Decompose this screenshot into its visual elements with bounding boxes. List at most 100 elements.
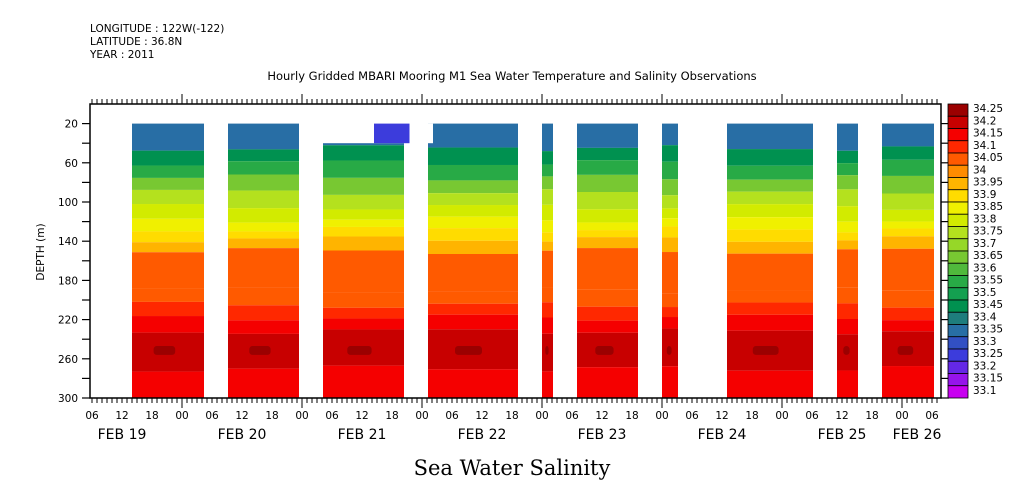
- salinity-band: [577, 230, 638, 238]
- salinity-band: [662, 293, 678, 308]
- salinity-band: [323, 160, 404, 178]
- salinity-band: [837, 240, 858, 250]
- longitude-label: LONGITUDE : 122W(-122): [90, 23, 225, 35]
- colorbar-swatch: [947, 115, 969, 129]
- salinity-band: [132, 165, 204, 178]
- salinity-band: [837, 175, 858, 190]
- colorbar-swatch: [947, 189, 969, 203]
- salinity-core: [153, 346, 176, 355]
- salinity-band: [542, 189, 553, 205]
- salinity-core: [249, 346, 271, 355]
- colorbar-label: 33.8: [973, 213, 996, 225]
- salinity-band: [577, 123, 638, 148]
- x-hour-label: 00: [295, 410, 308, 422]
- salinity-band: [882, 221, 934, 229]
- salinity-band: [577, 306, 638, 321]
- x-hour-label: 06: [445, 410, 459, 422]
- x-hour-label: 00: [535, 410, 548, 422]
- salinity-band: [837, 318, 858, 335]
- salinity-band: [542, 317, 553, 334]
- salinity-band: [577, 237, 638, 249]
- salinity-band: [882, 290, 934, 308]
- salinity-core: [666, 346, 672, 355]
- salinity-band: [662, 218, 678, 227]
- observation-block: [577, 123, 638, 398]
- observation-block: [837, 123, 858, 398]
- salinity-band: [662, 366, 678, 398]
- x-hour-label: 12: [115, 410, 128, 422]
- salinity-band: [428, 228, 518, 241]
- salinity-band: [662, 179, 678, 196]
- salinity-band: [228, 305, 299, 321]
- x-hour-label: 18: [265, 410, 278, 422]
- y-axis: 20 60 100 140 180 220 260 300: [58, 119, 949, 405]
- gap: [428, 123, 433, 144]
- colorbar-swatch: [947, 164, 969, 178]
- salinity-band: [577, 147, 638, 161]
- salinity-band: [542, 232, 553, 242]
- colorbar-label: 34.1: [973, 140, 996, 152]
- colorbar-label: 33.25: [973, 348, 1003, 360]
- salinity-band: [577, 160, 638, 175]
- colorbar-label: 34.05: [973, 152, 1003, 164]
- salinity-band: [837, 287, 858, 304]
- salinity-band: [882, 175, 934, 194]
- salinity-band: [132, 204, 204, 219]
- salinity-band: [662, 237, 678, 253]
- salinity-band: [228, 287, 299, 306]
- colorbar-swatch: [947, 336, 969, 350]
- salinity-band: [428, 369, 518, 398]
- salinity-band: [577, 222, 638, 231]
- y-axis-label: DEPTH (m): [35, 223, 47, 280]
- salinity-band: [132, 316, 204, 333]
- colorbar-swatch: [947, 226, 969, 240]
- x-hour-label: 12: [475, 410, 488, 422]
- salinity-band: [662, 226, 678, 238]
- salinity-band: [882, 159, 934, 176]
- salinity-band: [428, 303, 518, 315]
- salinity-band: [228, 161, 299, 175]
- salinity-band: [323, 194, 404, 210]
- salinity-band: [837, 123, 858, 151]
- salinity-band: [577, 174, 638, 193]
- salinity-band: [727, 302, 813, 315]
- colorbar-label: 34.2: [973, 115, 996, 127]
- salinity-band: [428, 240, 518, 254]
- latitude-label: LATITUDE : 36.8N: [90, 36, 183, 48]
- y-tick-label: 140: [58, 236, 78, 248]
- colorbar-swatch: [947, 299, 969, 313]
- observation-block: [132, 123, 204, 398]
- x-date-label: FEB 21: [338, 427, 387, 443]
- salinity-band: [837, 232, 858, 241]
- y-tick-label: 180: [58, 275, 78, 287]
- x-hour-label: 12: [355, 410, 368, 422]
- salinity-band: [323, 292, 404, 308]
- colorbar-label: 33.3: [973, 336, 996, 348]
- salinity-band: [662, 317, 678, 329]
- y-tick-label: 260: [58, 354, 78, 366]
- colorbar-swatch: [947, 287, 969, 301]
- salinity-band: [323, 145, 404, 161]
- salinity-band: [882, 193, 934, 210]
- chart-title: Hourly Gridded MBARI Mooring M1 Sea Wate…: [267, 69, 756, 83]
- x-hour-label: 12: [715, 410, 728, 422]
- x-hour-label: 12: [595, 410, 608, 422]
- salinity-core: [455, 346, 482, 355]
- salinity-band: [428, 164, 518, 181]
- x-hour-label: 18: [145, 410, 158, 422]
- salinity-band: [428, 205, 518, 217]
- colorbar-label: 33.15: [973, 373, 1003, 385]
- x-hour-label: 06: [805, 410, 819, 422]
- year-label: YEAR : 2011: [90, 49, 155, 61]
- salinity-band: [374, 123, 410, 144]
- x-hour-label: 06: [85, 410, 99, 422]
- salinity-band: [428, 193, 518, 206]
- salinity-band: [837, 206, 858, 222]
- salinity-band: [428, 314, 518, 330]
- salinity-band: [542, 241, 553, 251]
- x-hour-label: 06: [205, 410, 219, 422]
- x-hour-label: 18: [865, 410, 878, 422]
- colorbar-label: 33.75: [973, 226, 1003, 238]
- colorbar-label: 33.9: [973, 189, 996, 201]
